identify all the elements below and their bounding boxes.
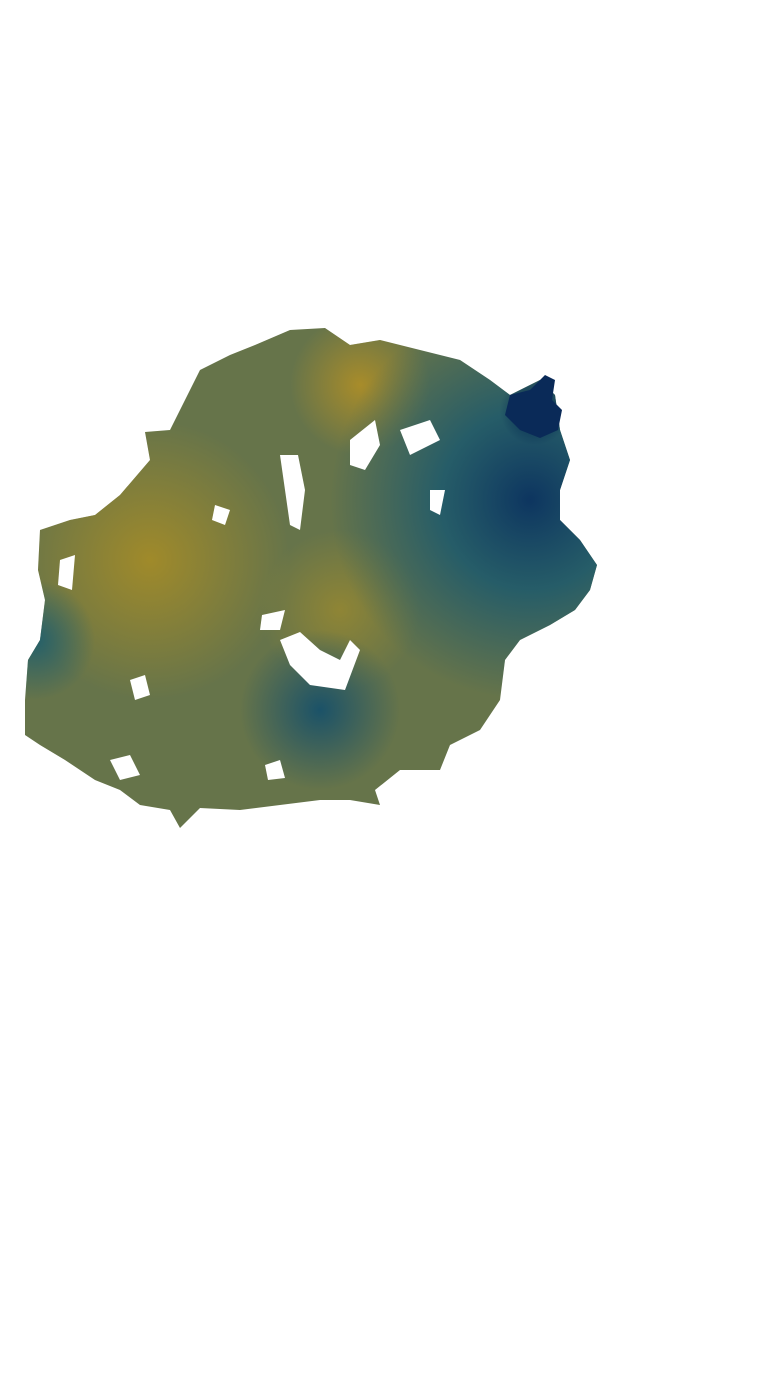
northeast-islet [505,375,562,438]
island-surface [25,328,597,828]
no-data-gaps [58,420,445,780]
